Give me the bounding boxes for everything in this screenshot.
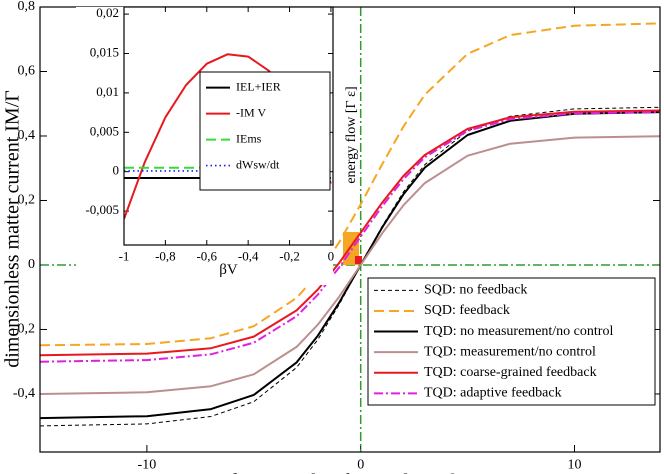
x-axis-label: βV <box>219 262 238 278</box>
y-tick-label: 0,4 <box>18 128 36 143</box>
y-axis-label: dimensionless matter current IM/Γ <box>2 90 24 368</box>
legend-label: SQD: feedback <box>424 303 510 318</box>
y-tick-label: 0 <box>28 257 35 272</box>
y-tick-label: 0,02 <box>96 5 119 20</box>
y-tick-label: 0,01 <box>96 84 119 99</box>
legend-label: TQD: no measurement/no control <box>424 324 613 339</box>
legend: SQD: no feedback SQD: feedback TQD: no mea… <box>367 277 656 406</box>
series-line <box>40 135 660 395</box>
legend: IEL+IER -IM V IEms dWsw/dt <box>199 71 331 191</box>
inset: -0,005 0 0,005 0,01 0,015 0,02 -1 -0,8 -0,6 -0,4 -… <box>76 5 334 285</box>
x-tick-label: 0 <box>328 248 335 263</box>
x-tick-label: -0,6 <box>196 248 217 263</box>
legend-label: dWsw/dt <box>236 157 280 171</box>
x-tick-label: -10 <box>138 458 157 473</box>
y-tick-label: 0,015 <box>90 44 119 59</box>
x-tick-label: -0,2 <box>279 248 300 263</box>
y-tick-label: 0,2 <box>18 193 36 208</box>
energy-region <box>355 256 362 264</box>
legend-box <box>367 277 656 406</box>
legend-label: TQD: coarse-grained feedback <box>424 365 597 380</box>
y-tick-label: -0,2 <box>13 322 35 337</box>
x-tick-label: -0,4 <box>238 248 259 263</box>
legend-label: -IM V <box>236 105 266 119</box>
plot-frame <box>123 6 334 246</box>
legend-label: TQD: measurement/no control <box>424 344 596 359</box>
legend-box <box>199 71 331 191</box>
y-tick-label: -0,005 <box>85 202 119 217</box>
y-tick-label: 0 <box>113 163 120 178</box>
series-line <box>40 111 660 363</box>
legend-label: TQD: adaptive feedback <box>424 386 562 401</box>
x-axis-label: dimensionless bias voltage βV <box>228 471 473 474</box>
y-tick-label: 0,005 <box>90 123 119 138</box>
x-tick-label: -0,8 <box>155 248 176 263</box>
x-tick-label: -1 <box>119 248 130 263</box>
y-tick-label: 0,8 <box>18 0 36 14</box>
plot-frame <box>39 6 661 453</box>
y-tick-label: -0,4 <box>13 386 35 401</box>
x-tick-label: 0 <box>357 458 364 473</box>
y-tick-label: 0,6 <box>18 64 36 79</box>
legend-label: IEL+IER <box>236 79 281 93</box>
x-tick-label: 10 <box>567 458 581 473</box>
series-line <box>40 22 660 347</box>
series-line <box>40 109 660 357</box>
legend-label: IEms <box>236 131 262 145</box>
legend-label: SQD: no feedback <box>424 283 527 298</box>
annotation: energy flow [Γ ε] <box>344 86 359 183</box>
